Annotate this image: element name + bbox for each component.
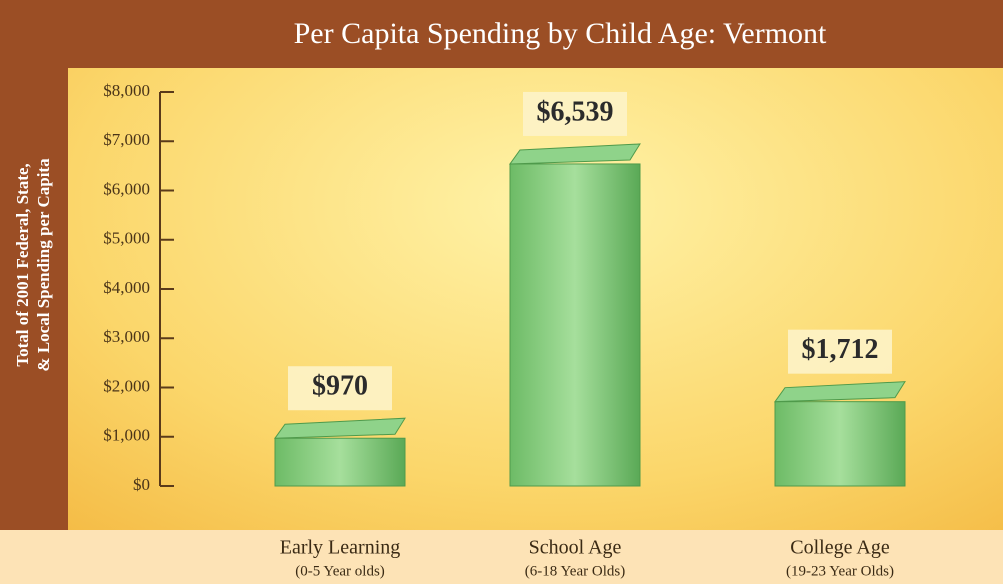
x-tick-sublabel: (6-18 Year Olds) <box>525 563 625 579</box>
value-label-box <box>523 91 627 136</box>
y-tick-label: $0 <box>133 475 150 494</box>
x-tick-label: Early Learning <box>280 537 401 559</box>
bar-top <box>509 143 641 165</box>
value-label-box <box>788 329 892 374</box>
x-tick-label: School Age <box>529 537 622 559</box>
title-band <box>0 0 1003 68</box>
x-tick-label: College Age <box>790 537 890 559</box>
y-tick-label: $6,000 <box>103 179 150 198</box>
y-tick-label: $2,000 <box>103 376 150 395</box>
bar <box>509 163 641 487</box>
category-strip <box>0 530 1003 584</box>
bar <box>774 401 906 487</box>
bar-top <box>774 381 906 403</box>
y-tick-label: $5,000 <box>103 229 150 248</box>
y-axis-title-line: Total of 2001 Federal, State, <box>13 163 32 366</box>
x-tick-sublabel: (19-23 Year Olds) <box>786 563 894 579</box>
y-axis-title-line: & Local Spending per Capita <box>34 158 53 372</box>
value-label: $6,539 <box>537 96 614 127</box>
value-label: $970 <box>312 371 368 402</box>
side-band <box>0 0 68 530</box>
y-tick-label: $1,000 <box>103 426 150 445</box>
value-label: $1,712 <box>802 334 879 365</box>
y-axis-title: Total of 2001 Federal, State, & Local Sp… <box>13 158 53 372</box>
y-tick-label: $4,000 <box>103 278 150 297</box>
bar-top <box>274 417 406 439</box>
bar <box>274 437 406 487</box>
x-tick-sublabel: (0-5 Year olds) <box>295 563 385 579</box>
value-label-box <box>288 366 392 411</box>
y-tick-label: $7,000 <box>103 130 150 149</box>
y-tick-label: $3,000 <box>103 327 150 346</box>
y-tick-label: $8,000 <box>103 81 150 100</box>
chart-title: Per Capita Spending by Child Age: Vermon… <box>294 17 827 50</box>
